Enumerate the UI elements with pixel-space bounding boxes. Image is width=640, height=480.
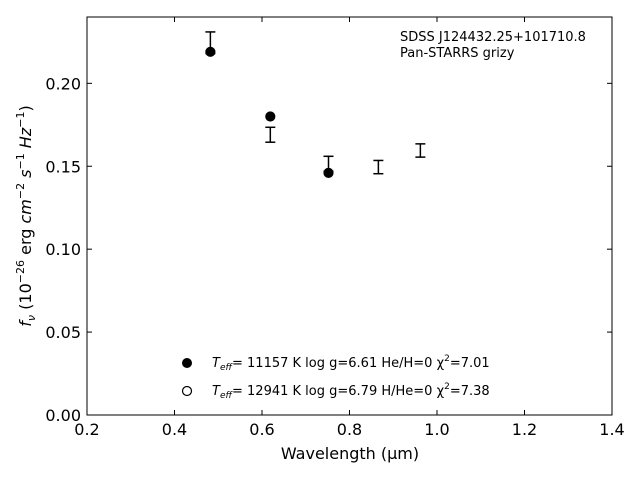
model-point-filled bbox=[323, 167, 334, 178]
object-name-annotation: SDSS J124432.25+101710.8 bbox=[400, 30, 586, 45]
y-label-close: ) bbox=[16, 105, 35, 111]
legend-2-sq: 2 bbox=[444, 382, 450, 392]
y-label-nu: ν bbox=[25, 315, 38, 321]
x-axis-ticks: 0.2 0.4 0.6 0.8 1.0 1.2 1.4 bbox=[74, 17, 625, 439]
y-tick-label: 0.10 bbox=[45, 240, 81, 259]
legend-2-rest: = 12941 K log g=6.79 H/He=0 χ bbox=[232, 384, 445, 399]
model-point-filled bbox=[265, 111, 276, 122]
legend-entry-2: Teff= 12941 K log g=6.79 H/He=0 χ2=7.38 bbox=[212, 382, 490, 401]
x-tick-label: 0.8 bbox=[337, 420, 362, 439]
errorbar bbox=[265, 126, 276, 143]
y-label-open: (10 bbox=[16, 283, 35, 310]
legend-1-eff: eff bbox=[220, 363, 234, 373]
legend-1-sq: 2 bbox=[444, 354, 450, 364]
model-points bbox=[205, 46, 334, 178]
y-label-expm1b: −1 bbox=[14, 112, 27, 128]
observed-errorbars bbox=[205, 31, 426, 175]
y-axis-label: fν (10−26 erg cm−2 s−1 Hz−1) bbox=[14, 105, 38, 326]
survey-annotation: Pan-STARRS grizy bbox=[400, 46, 515, 61]
x-tick-label: 0.6 bbox=[249, 420, 274, 439]
legend: Teff= 11157 K log g=6.61 He/H=0 χ2=7.01 … bbox=[181, 354, 490, 401]
x-tick-label: 0.2 bbox=[74, 420, 99, 439]
x-tick-label: 1.0 bbox=[424, 420, 449, 439]
x-tick-label: 0.4 bbox=[162, 420, 187, 439]
x-tick-label: 1.4 bbox=[599, 420, 624, 439]
y-tick-label: 0.20 bbox=[45, 74, 81, 93]
legend-1-rest: = 11157 K log g=6.61 He/H=0 χ bbox=[232, 356, 445, 371]
model-point-filled bbox=[205, 46, 216, 57]
legend-entry-1: Teff= 11157 K log g=6.61 He/H=0 χ2=7.01 bbox=[212, 354, 490, 373]
y-axis-ticks: 0.00 0.05 0.10 0.15 0.20 bbox=[45, 74, 612, 425]
y-label-expm2: −2 bbox=[14, 183, 27, 199]
y-tick-label: 0.00 bbox=[45, 406, 81, 425]
y-label-f: f bbox=[16, 319, 35, 327]
errorbar bbox=[415, 143, 426, 158]
y-label-expm1: −1 bbox=[14, 153, 27, 169]
y-tick-label: 0.15 bbox=[45, 157, 81, 176]
y-label-erg: erg bbox=[16, 224, 35, 260]
y-label-hz: Hz bbox=[16, 127, 35, 153]
x-tick-label: 1.2 bbox=[512, 420, 537, 439]
y-tick-label: 0.05 bbox=[45, 323, 81, 342]
y-label-exp26: −26 bbox=[14, 260, 27, 283]
legend-2-eff: eff bbox=[220, 391, 234, 401]
x-axis-label: Wavelength (μm) bbox=[281, 444, 419, 463]
y-label-s: s bbox=[16, 169, 35, 182]
legend-marker-filled bbox=[182, 358, 192, 368]
legend-2-T: T bbox=[212, 384, 221, 399]
legend-1-chi: =7.01 bbox=[450, 356, 490, 371]
errorbar bbox=[373, 159, 384, 175]
legend-1-T: T bbox=[212, 356, 221, 371]
legend-marker-open bbox=[181, 385, 193, 397]
y-label-cm: cm bbox=[16, 199, 35, 223]
legend-2-chi: =7.38 bbox=[450, 384, 490, 399]
